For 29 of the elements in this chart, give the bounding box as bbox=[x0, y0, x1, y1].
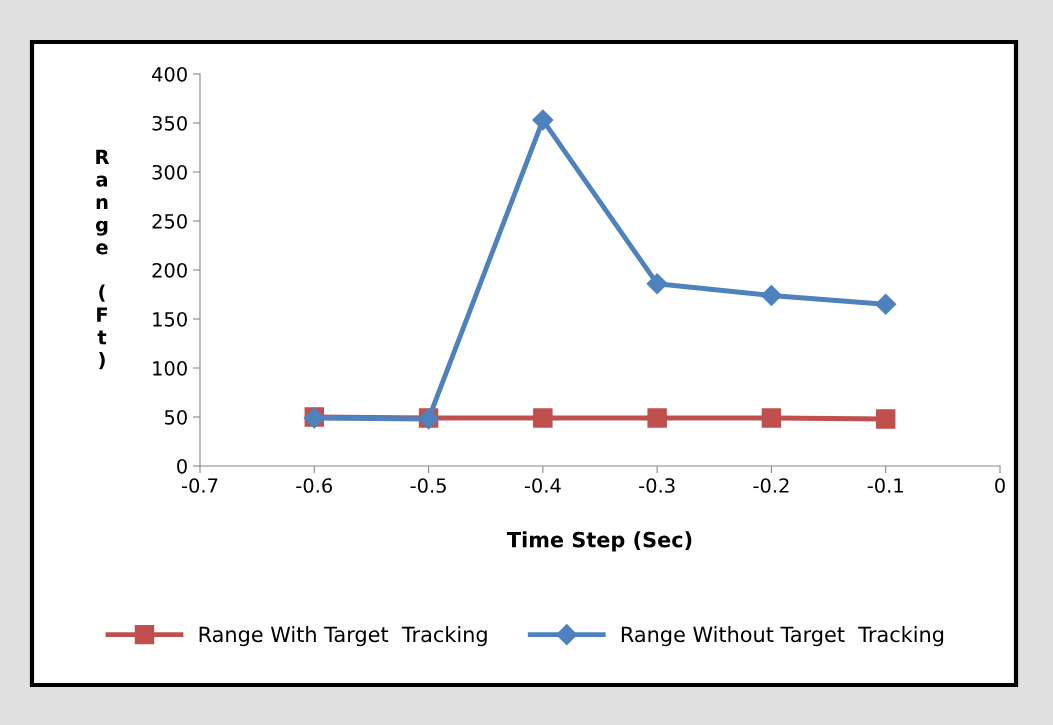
x-tick-label: -0.1 bbox=[867, 478, 903, 493]
y-tick-label: 350 bbox=[152, 115, 187, 131]
point bbox=[646, 273, 668, 295]
point bbox=[761, 408, 782, 428]
legend-label: Range With Target Tracking bbox=[199, 626, 487, 647]
x-tick-label: -0.6 bbox=[296, 478, 333, 493]
x-axis-title: Time Step (Sec) bbox=[506, 531, 692, 552]
point bbox=[647, 408, 667, 428]
point bbox=[760, 284, 782, 306]
y-tick-label: 0 bbox=[177, 458, 187, 474]
x-tick-label: -0.7 bbox=[181, 478, 218, 493]
y-tick-label: 150 bbox=[153, 311, 187, 327]
y-tick-label: 300 bbox=[152, 164, 187, 180]
x-tick-label: 0 bbox=[995, 478, 1005, 493]
point bbox=[533, 408, 553, 428]
point bbox=[875, 409, 896, 429]
point bbox=[875, 293, 897, 315]
y-tick-label: 100 bbox=[153, 360, 187, 376]
y-tick-label: 400 bbox=[152, 66, 187, 82]
x-tick-label: -0.3 bbox=[639, 478, 675, 493]
legend-label: Range Without Target Tracking bbox=[621, 626, 944, 647]
x-tick-label: -0.5 bbox=[410, 478, 446, 493]
y-tick-label: 200 bbox=[152, 262, 187, 278]
y-tick-label: 50 bbox=[164, 409, 187, 425]
x-tick-label: -0.2 bbox=[753, 478, 789, 493]
y-tick-label: 250 bbox=[152, 213, 187, 229]
x-tick-label: -0.4 bbox=[524, 478, 561, 493]
point bbox=[532, 109, 554, 131]
text: Range (Ft) bbox=[95, 149, 110, 370]
